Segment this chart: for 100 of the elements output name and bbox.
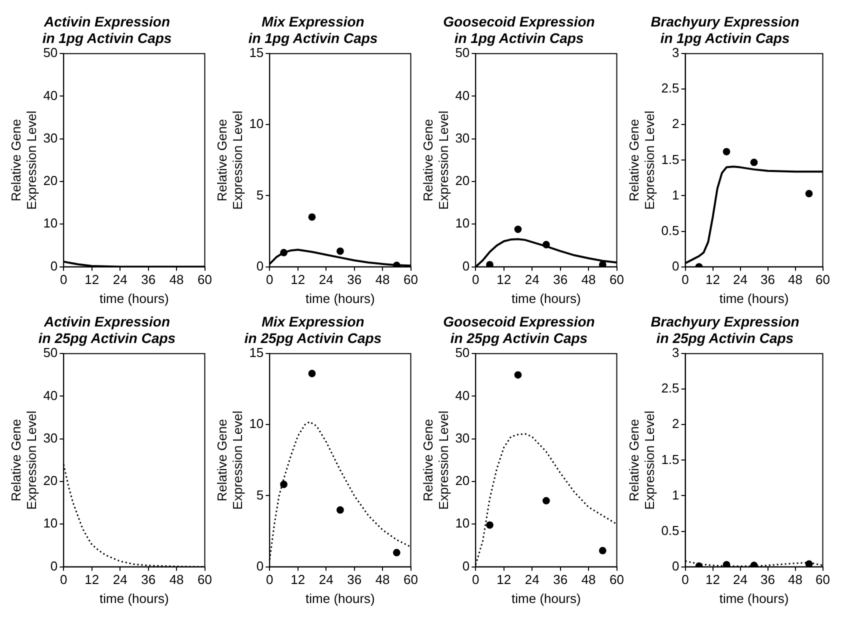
x-tick-label: 60 [610, 572, 624, 588]
y-tick-label: 15 [249, 345, 264, 360]
point [336, 506, 344, 514]
x-tick-label: 36 [347, 272, 362, 288]
x-tick-label: 24 [733, 572, 748, 588]
x-tick-label: 48 [169, 572, 184, 588]
x-tick-label: 48 [375, 272, 390, 288]
y-tick-label: 2 [672, 116, 680, 132]
x-tick-label: 12 [290, 572, 306, 588]
point [805, 190, 813, 198]
x-tick-label: 24 [112, 572, 128, 588]
y-tick-label: 2 [672, 416, 680, 432]
y-tick-label: 2.5 [661, 80, 680, 96]
y-tick-label: 50 [455, 345, 470, 360]
x-tick-label: 24 [318, 572, 334, 588]
point [598, 546, 606, 554]
y-axis-title: Relative Gene Expression Level [420, 410, 451, 510]
x-tick-label: 60 [404, 572, 418, 588]
y-axis-title: Relative Gene Expression Level [214, 110, 245, 210]
y-axis-title: Relative Gene Expression Level [420, 110, 451, 210]
y-tick-label: 3 [672, 45, 680, 60]
x-axis-title: time (hours) [512, 590, 581, 606]
x-tick-label: 60 [816, 272, 830, 288]
y-axis-title: Relative Gene Expression Level [8, 110, 39, 210]
x-tick-label: 12 [290, 272, 306, 288]
y-tick-label: 20 [43, 473, 58, 488]
x-tick-label: 12 [496, 572, 512, 588]
x-tick-label: 0 [60, 272, 68, 288]
y-tick-label: 30 [43, 130, 58, 146]
y-tick-label: 40 [455, 388, 470, 403]
y-tick-label: 50 [43, 45, 58, 60]
x-tick-label: 48 [788, 572, 803, 588]
point [308, 370, 316, 378]
x-tick-label: 60 [404, 272, 418, 288]
x-tick-label: 36 [760, 272, 776, 288]
x-tick-label: 36 [553, 272, 568, 288]
point [542, 497, 550, 504]
y-axis-title: Relative Gene Expression Level [214, 410, 245, 510]
y-axis-title: Relative Gene Expression Level [8, 410, 39, 510]
y-tick-label: 30 [455, 430, 470, 446]
x-tick-label: 48 [581, 572, 596, 588]
y-tick-label: 0 [462, 558, 470, 574]
y-tick-label: 0.5 [661, 522, 680, 538]
y-tick-label: 0.5 [661, 222, 680, 238]
x-tick-label: 48 [375, 572, 390, 588]
x-axis-title: time (hours) [512, 290, 581, 306]
point [750, 158, 758, 166]
y-tick-label: 0 [462, 258, 470, 274]
y-tick-label: 10 [43, 216, 58, 231]
x-tick-label: 36 [141, 572, 156, 588]
x-axis-title: time (hours) [719, 290, 789, 306]
x-tick-label: 0 [472, 272, 480, 288]
x-tick-label: 0 [472, 572, 480, 588]
y-tick-label: 1 [672, 187, 680, 202]
chart-title: Activin Expression in 1pg Activin Caps [42, 13, 172, 46]
x-tick-label: 24 [524, 572, 540, 588]
y-tick-label: 50 [43, 345, 58, 360]
chart-title: Goosecoid Expression in 25pg Activin Caps [443, 313, 595, 346]
y-tick-label: 30 [455, 130, 470, 146]
x-tick-label: 60 [198, 272, 212, 288]
y-axis-title: Relative Gene Expression Level [626, 110, 657, 210]
chart-title: Mix Expression in 1pg Activin Caps [248, 13, 378, 46]
x-tick-label: 12 [706, 572, 720, 588]
x-axis-title: time (hours) [100, 290, 169, 306]
x-tick-label: 36 [141, 272, 156, 288]
x-axis-title: time (hours) [719, 590, 789, 606]
x-tick-label: 24 [733, 272, 748, 288]
point [514, 371, 522, 379]
x-tick-label: 0 [266, 572, 274, 588]
y-tick-label: 5 [256, 187, 264, 202]
x-axis-title: time (hours) [100, 590, 169, 606]
point [392, 548, 400, 556]
x-tick-label: 48 [169, 272, 184, 288]
y-tick-label: 20 [455, 473, 470, 488]
x-tick-label: 0 [60, 572, 68, 588]
y-tick-label: 0 [672, 258, 680, 274]
x-tick-label: 24 [318, 272, 334, 288]
y-tick-label: 10 [249, 116, 264, 132]
y-tick-label: 0 [50, 558, 58, 574]
y-tick-label: 5 [256, 487, 264, 502]
y-tick-label: 10 [455, 516, 470, 531]
y-tick-label: 20 [43, 173, 58, 188]
y-tick-label: 30 [43, 430, 58, 446]
y-tick-label: 10 [455, 216, 470, 231]
y-tick-label: 2.5 [661, 380, 680, 396]
x-tick-label: 36 [347, 572, 362, 588]
y-tick-label: 0 [256, 558, 264, 574]
y-tick-label: 1.5 [661, 152, 680, 167]
x-tick-label: 0 [682, 572, 689, 588]
x-tick-label: 12 [84, 272, 100, 288]
x-tick-label: 24 [112, 272, 128, 288]
y-tick-label: 3 [672, 345, 680, 360]
y-tick-label: 0 [672, 558, 680, 574]
x-tick-label: 24 [524, 272, 540, 288]
y-tick-label: 20 [455, 173, 470, 188]
x-tick-label: 36 [553, 572, 568, 588]
y-tick-label: 0 [256, 258, 264, 274]
chart-title: Brachyury Expression in 25pg Activin Caps [650, 313, 800, 346]
point [280, 480, 288, 488]
x-tick-label: 60 [816, 572, 830, 588]
